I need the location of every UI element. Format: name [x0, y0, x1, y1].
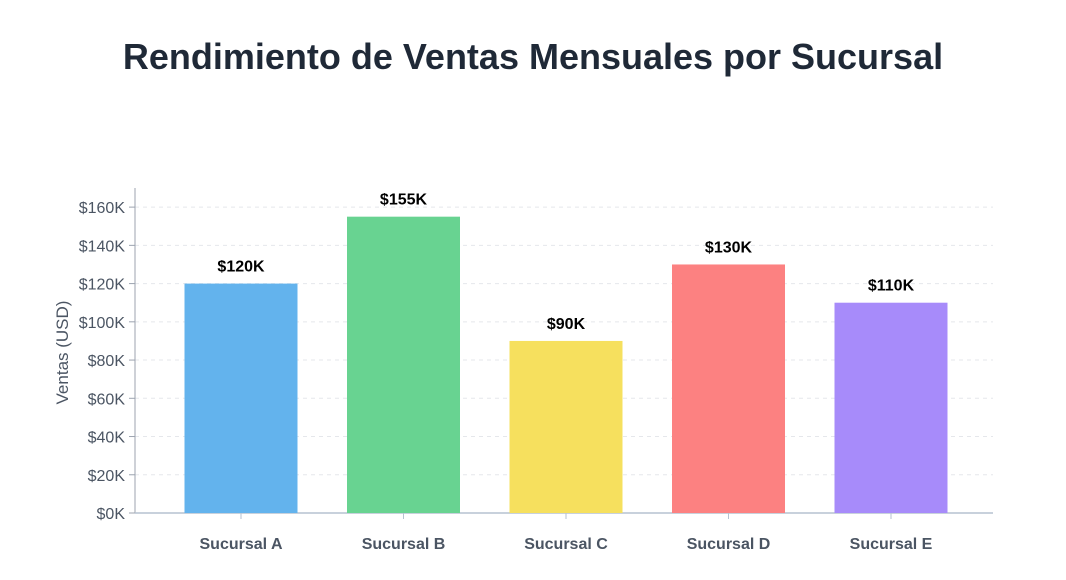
x-tick-label: Sucursal E [850, 536, 933, 553]
y-tick-label: $20K [88, 468, 126, 485]
y-tick-label: $40K [88, 430, 126, 447]
y-tick-label: $120K [79, 277, 126, 294]
bar [834, 302, 948, 513]
x-tick-label: Sucursal B [362, 536, 446, 553]
bar [509, 340, 623, 513]
data-label: $130K [705, 239, 753, 256]
y-tick-label: $60K [88, 391, 126, 408]
x-tick-label: Sucursal A [200, 536, 283, 553]
y-tick-label: $140K [79, 238, 126, 255]
y-axis-title: Ventas (USD) [53, 301, 72, 405]
bars [184, 216, 948, 514]
x-tick-label: Sucursal C [524, 536, 608, 553]
bar [672, 264, 785, 513]
data-label: $120K [217, 259, 265, 276]
bar [347, 216, 460, 514]
y-tick-label: $160K [79, 200, 126, 217]
data-label: $155K [380, 192, 428, 209]
labels: $0K $20K $40K $60K $80K $100K $120K $140K $160K V… [53, 192, 933, 553]
bar [184, 283, 298, 513]
data-label: $110K [868, 278, 915, 295]
y-tick-label: $100K [79, 315, 126, 332]
y-tick-label: $0K [97, 506, 126, 523]
x-tick-label: Sucursal D [687, 536, 771, 553]
y-tick-label: $80K [88, 353, 126, 370]
data-label: $90K [547, 316, 586, 333]
chart-title: Rendimiento de Ventas Mensuales por Sucu… [122, 36, 944, 77]
